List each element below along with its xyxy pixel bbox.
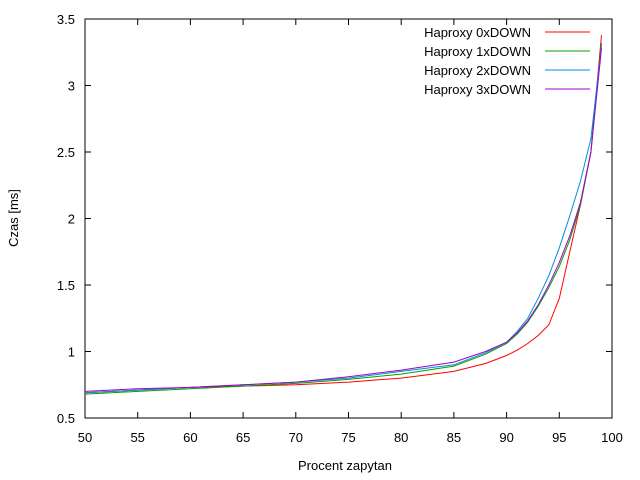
- series-line-1: [84, 42, 602, 395]
- legend-label: Haproxy 3xDOWN: [424, 82, 531, 97]
- x-tick-label: 75: [341, 430, 355, 445]
- x-tick-label: 60: [183, 430, 197, 445]
- series-line-3: [84, 48, 602, 392]
- y-tick-label: 3: [68, 79, 75, 94]
- legend-label: Haproxy 2xDOWN: [424, 63, 531, 78]
- x-tick-label: 80: [394, 430, 408, 445]
- y-axis-label: Czas [ms]: [6, 189, 21, 247]
- x-tick-label: 95: [552, 430, 566, 445]
- legend-label: Haproxy 0xDOWN: [424, 25, 531, 40]
- x-tick-label: 70: [289, 430, 303, 445]
- x-tick-label: 65: [236, 430, 250, 445]
- x-axis-label: Procent zapytan: [298, 458, 392, 473]
- y-tick-label: 0.5: [57, 411, 75, 426]
- y-tick-label: 3.5: [57, 12, 75, 27]
- y-tick-label: 2.5: [57, 145, 75, 160]
- x-tick-label: 85: [447, 430, 461, 445]
- legend-label: Haproxy 1xDOWN: [424, 44, 531, 59]
- y-tick-label: 1: [68, 345, 75, 360]
- x-tick-label: 100: [601, 430, 623, 445]
- plot-frame: [84, 18, 613, 419]
- series-line-2: [84, 45, 602, 394]
- x-tick-label: 55: [130, 430, 144, 445]
- x-tick-label: 50: [78, 430, 92, 445]
- y-tick-label: 2: [68, 212, 75, 227]
- x-tick-label: 90: [499, 430, 513, 445]
- y-tick-label: 1.5: [57, 278, 75, 293]
